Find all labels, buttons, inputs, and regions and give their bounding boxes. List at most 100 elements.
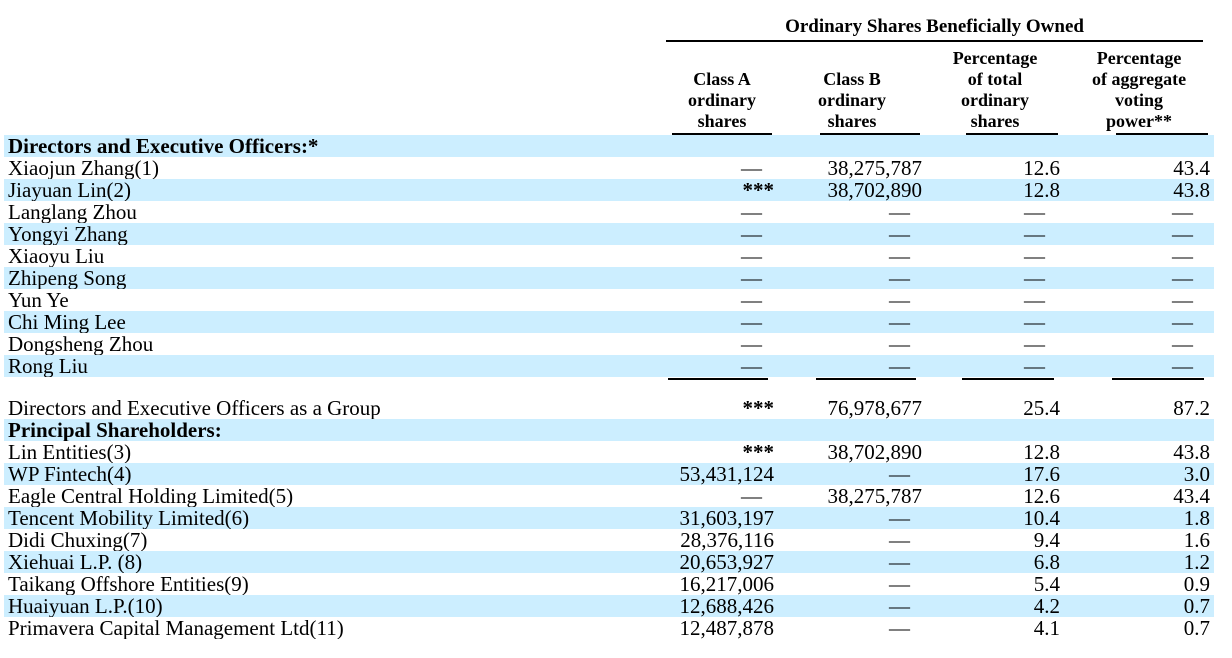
beneficial-ownership-page: Ordinary Shares Beneficially Owned Class… xyxy=(0,12,1232,658)
table-row: Primavera Capital Management Ltd(11) 12,4… xyxy=(4,617,1214,639)
row-value: 43.4 xyxy=(1173,157,1211,179)
row-label: Xiaojun Zhang(1) xyxy=(8,157,160,179)
row-value: — xyxy=(889,201,910,223)
row-value: — xyxy=(778,223,926,245)
row-value: 9.4 xyxy=(1033,529,1060,551)
row-value xyxy=(778,135,926,157)
row-value: 5.4 xyxy=(1033,573,1060,595)
row-label xyxy=(4,377,666,397)
row-value xyxy=(666,135,778,157)
row-value: — xyxy=(778,551,926,573)
row-value: — xyxy=(1172,245,1194,267)
beneficial-ownership-table: Ordinary Shares Beneficially Owned Class… xyxy=(4,12,1215,639)
table-row: Xiehuai L.P. (8) 20,653,927—6.8 1.2 xyxy=(4,551,1215,573)
row-value: — xyxy=(1064,355,1215,377)
row-value xyxy=(1064,135,1215,157)
row-value xyxy=(778,419,926,441)
row-value: 12.6 xyxy=(1023,485,1060,507)
row-value: 6.8 xyxy=(926,551,1064,573)
row-value: — xyxy=(1064,223,1215,245)
table-row: Jiayuan Lin(2) *** 38,702,890 12.8 43.8 xyxy=(4,179,1215,201)
row-value: 4.1 xyxy=(1033,617,1060,639)
row-value: 38,275,787 xyxy=(827,157,923,179)
row-value: — xyxy=(741,157,762,179)
row-value: 25.4 xyxy=(1023,397,1060,419)
table-row: Yun Ye — — — — xyxy=(4,289,1214,311)
column-header-label: Class A ordinary shares xyxy=(687,69,756,131)
separator-row xyxy=(4,377,1214,397)
table-row: Taikang Offshore Entities(9) 16,217,006 — 5… xyxy=(4,573,1214,595)
row-label: Directors and Executive Officers:* xyxy=(4,135,666,157)
row-label: Chi Ming Lee xyxy=(4,311,666,333)
row-value xyxy=(666,419,778,441)
row-value: — xyxy=(778,507,926,529)
row-label: Lin Entities(3) xyxy=(8,441,132,463)
row-value: — xyxy=(889,617,910,639)
row-value: — xyxy=(778,355,926,377)
row-value: 38,702,890 xyxy=(778,179,926,201)
table-header: Ordinary Shares Beneficially Owned Class… xyxy=(4,12,1214,135)
row-label: WP Fintech(4) xyxy=(4,463,666,485)
table-row: Xiaoyu Liu — — — — xyxy=(4,245,1214,267)
row-value: — xyxy=(1024,289,1045,311)
table-row: WP Fintech(4) 53,431,124—17.6 3.0 xyxy=(4,463,1215,485)
row-value: *** xyxy=(742,441,775,463)
row-value: — xyxy=(666,223,778,245)
row-value: — xyxy=(926,223,1064,245)
table-body: Directors and Executive Officers:* Xiaoju… xyxy=(4,135,1215,639)
row-value: — xyxy=(666,267,778,289)
row-value: 38,275,787 xyxy=(827,485,923,507)
row-value xyxy=(926,135,1064,157)
row-value: 12.8 xyxy=(1023,441,1060,463)
row-value: 0.7 xyxy=(1183,617,1211,639)
row-label: Yun Ye xyxy=(8,289,69,311)
table-row: Xiaojun Zhang(1) — 38,275,787 12.6 43.4 xyxy=(4,157,1214,179)
row-label: Eagle Central Holding Limited(5) xyxy=(8,485,294,507)
row-label: Jiayuan Lin(2) xyxy=(4,179,666,201)
row-value: — xyxy=(1024,333,1045,355)
row-value: — xyxy=(1024,201,1045,223)
row-value: 3.0 xyxy=(1064,463,1215,485)
column-total-rule xyxy=(668,378,768,380)
row-label: Dongsheng Zhou xyxy=(8,333,154,355)
row-value: 43.4 xyxy=(1173,485,1211,507)
column-header-class-b: Class B ordinary shares xyxy=(778,42,926,135)
row-value: — xyxy=(778,267,926,289)
column-header-label: Percentage of total ordinary shares xyxy=(952,48,1038,131)
row-label: Yongyi Zhang xyxy=(4,223,666,245)
column-total-rule xyxy=(1112,378,1205,380)
row-value xyxy=(1064,377,1214,397)
row-value: — xyxy=(1172,289,1194,311)
row-label: Taikang Offshore Entities(9) xyxy=(8,573,249,595)
row-label: Principal Shareholders: xyxy=(4,419,666,441)
column-header-voting-power: Percentage of aggregate voting power** xyxy=(1064,42,1214,135)
row-value xyxy=(666,377,778,397)
row-label: Primavera Capital Management Ltd(11) xyxy=(8,617,344,639)
row-label: Huaiyuan L.P.(10) xyxy=(4,595,666,617)
row-label: Zhipeng Song xyxy=(4,267,666,289)
row-label: Xiehuai L.P. (8) xyxy=(4,551,666,573)
table-row: Tencent Mobility Limited(6) 31,603,197—10… xyxy=(4,507,1215,529)
row-value: 17.6 xyxy=(926,463,1064,485)
column-header-rule xyxy=(966,133,1058,135)
table-row: Langlang Zhou — — — — xyxy=(4,201,1214,223)
row-value: 12,688,426 xyxy=(666,595,778,617)
row-value: 43.8 xyxy=(1173,441,1211,463)
row-value: — xyxy=(778,463,926,485)
row-value: 43.8 xyxy=(1064,179,1215,201)
row-value: — xyxy=(1064,267,1215,289)
row-value: — xyxy=(741,245,762,267)
column-header-label: Class B ordinary shares xyxy=(817,69,886,131)
row-value: — xyxy=(889,333,910,355)
row-value: — xyxy=(1024,245,1045,267)
column-total-rule xyxy=(816,378,916,380)
row-value: 1.6 xyxy=(1183,529,1211,551)
row-value: — xyxy=(926,311,1064,333)
row-value: 87.2 xyxy=(1173,397,1211,419)
row-label: Langlang Zhou xyxy=(8,201,137,223)
row-value: — xyxy=(1172,201,1194,223)
row-value: 12,487,878 xyxy=(679,617,775,639)
row-value: — xyxy=(889,245,910,267)
table-row: Yongyi Zhang — — — — xyxy=(4,223,1215,245)
row-value: 28,376,116 xyxy=(680,529,774,551)
